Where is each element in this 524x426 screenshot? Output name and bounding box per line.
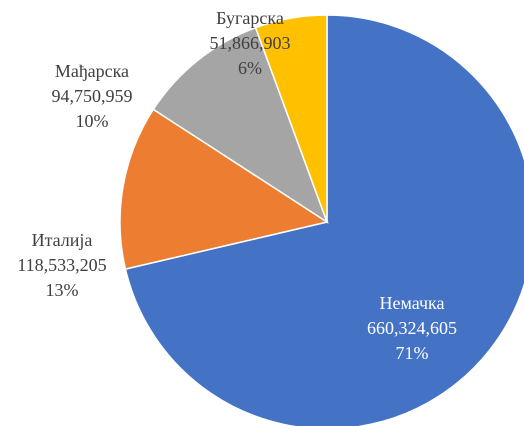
pie-slice — [124, 14, 524, 426]
pie-slice — [119, 108, 329, 270]
value-label: 118,533,205 — [17, 255, 106, 275]
category-label: Италија — [32, 230, 93, 250]
pie-slice — [254, 14, 328, 223]
value-label: 51,866,903 — [210, 33, 291, 53]
percent-label: 13% — [46, 280, 79, 300]
percent-label: 71% — [396, 343, 429, 363]
pie-slice — [152, 26, 329, 224]
value-label: 94,750,959 — [52, 86, 133, 106]
category-label: Бугарска — [216, 8, 284, 28]
value-label: 660,324,605 — [367, 318, 457, 338]
category-label: Мађарска — [55, 61, 129, 81]
category-label: Немачка — [379, 293, 444, 313]
percent-label: 6% — [238, 58, 262, 78]
percent-label: 10% — [76, 111, 109, 131]
